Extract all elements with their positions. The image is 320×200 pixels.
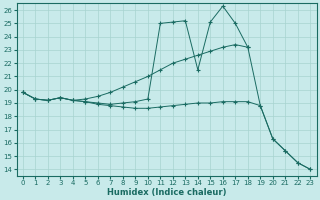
X-axis label: Humidex (Indice chaleur): Humidex (Indice chaleur) (107, 188, 226, 197)
